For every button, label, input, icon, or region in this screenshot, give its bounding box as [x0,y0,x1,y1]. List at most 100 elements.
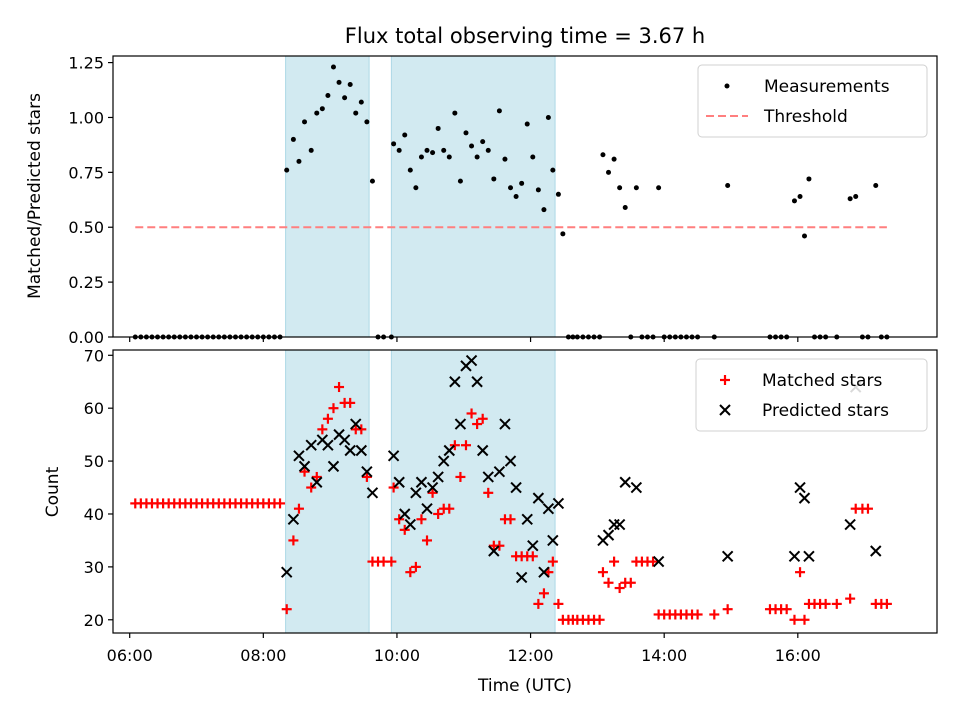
measurement-point [853,194,859,199]
bottom-data-points [130,354,892,625]
matched-star-point [460,440,471,451]
predicted-star-point [476,444,489,457]
predicted-star-point [510,481,522,494]
predicted-star-point [721,550,734,563]
predicted-star-point [798,492,811,504]
x-axis-label: Time (UTC) [477,676,572,696]
measurement-point [633,185,639,191]
measurement-point [413,185,419,191]
matched-star-point [410,561,421,572]
measurement-point [555,191,561,197]
predicted-star-point [449,376,461,388]
matched-star-point [275,498,286,509]
predicted-star-point [870,545,882,557]
matched-star-point [466,408,477,419]
measurement-point [617,185,623,191]
matched-star-point [709,609,720,620]
predicted-star-point [432,471,444,483]
y-tick-label: 60 [84,399,104,418]
matched-star-point [505,514,516,525]
measurement-point [296,158,302,164]
measurement-point [435,125,441,131]
matched-star-point [494,540,505,551]
bottom-x-axis: 06:00 08:00 10:00 12:00 14:00 16:00 [107,633,821,665]
matched-star-point [609,556,620,567]
measurement-point [330,64,336,70]
predicted-star-point [355,444,368,457]
measurement-point [502,156,508,162]
predicted-star-point [493,465,506,478]
bottom-panel: 20 30 40 50 60 70 06:00 08:00 10:00 12:00 14:00 16… [43,346,938,696]
matched-star-point [594,614,605,625]
matched-star-point [597,567,608,578]
y-tick-label: 40 [84,505,104,524]
measurement-point [342,95,348,101]
matched-star-point [449,440,460,451]
measurement-point [797,194,803,199]
predicted-star-point [803,550,815,563]
matched-star-point [789,614,800,625]
predicted-star-point [619,476,631,488]
measurement-point [656,185,662,191]
measurement-point [545,114,551,120]
matched-star-point [781,604,792,615]
matched-star-point [648,556,659,567]
measurement-point [284,167,290,173]
matched-star-point [799,614,810,625]
measurement-point [424,147,430,153]
legend-label: Threshold [763,107,848,127]
predicted-star-point [387,450,400,462]
top-panel: 0.00 0.25 0.50 0.75 1.00 1.25 Matched/Predict… [25,54,938,347]
predicted-star-point [404,518,417,531]
matched-star-point [862,503,873,514]
measurement-point [535,187,541,193]
predicted-star-point [794,481,806,494]
top-x-ticks [129,337,799,342]
measurement-point [369,178,375,184]
legend-label: Measurements [764,77,890,97]
x-tick-label: 10:00 [374,646,420,665]
measurement-point [524,121,530,127]
x-tick-label: 16:00 [775,646,821,665]
matched-star-point [845,593,856,604]
y-tick-label: 1.00 [68,108,104,127]
y-tick-label: 0.00 [68,328,104,347]
measurement-point [463,130,469,136]
measurement-point [496,108,502,114]
predicted-star-point [521,513,533,525]
legend-label: Predicted stars [762,401,889,421]
predicted-star-point [552,497,565,510]
y-tick-label: 0.50 [68,218,104,237]
predicted-star-point [465,354,478,367]
predicted-star-point [361,465,373,478]
measurement-point [457,178,463,184]
matched-star-point [477,413,488,424]
measurement-point [347,82,353,88]
predicted-star-point [547,534,559,547]
matched-star-point [881,598,892,609]
predicted-star-point [399,508,411,520]
measurement-point [308,147,314,153]
predicted-star-point [608,518,620,531]
bottom-y-axis: 20 30 40 50 60 70 [84,346,113,630]
legend-box [697,64,928,138]
measurement-point [353,110,359,116]
chart-title: Flux total observing time = 3.67 h [345,24,705,48]
measurement-point [611,156,617,162]
measurement-point [469,143,475,149]
measurement-point [391,141,397,147]
matched-star-point [422,535,433,546]
predicted-star-point [338,434,351,446]
x-tick-label: 08:00 [240,646,286,665]
predicted-star-point [630,481,643,494]
measurement-point [314,110,320,116]
matched-star-point [288,535,299,546]
matched-star-point [538,588,549,599]
measurement-point [530,154,536,160]
predicted-star-point [293,450,305,462]
predicted-star-point [613,518,626,531]
y-tick-label: 0.75 [68,163,104,182]
shaded-interval [285,55,370,338]
matched-star-point [334,382,345,393]
